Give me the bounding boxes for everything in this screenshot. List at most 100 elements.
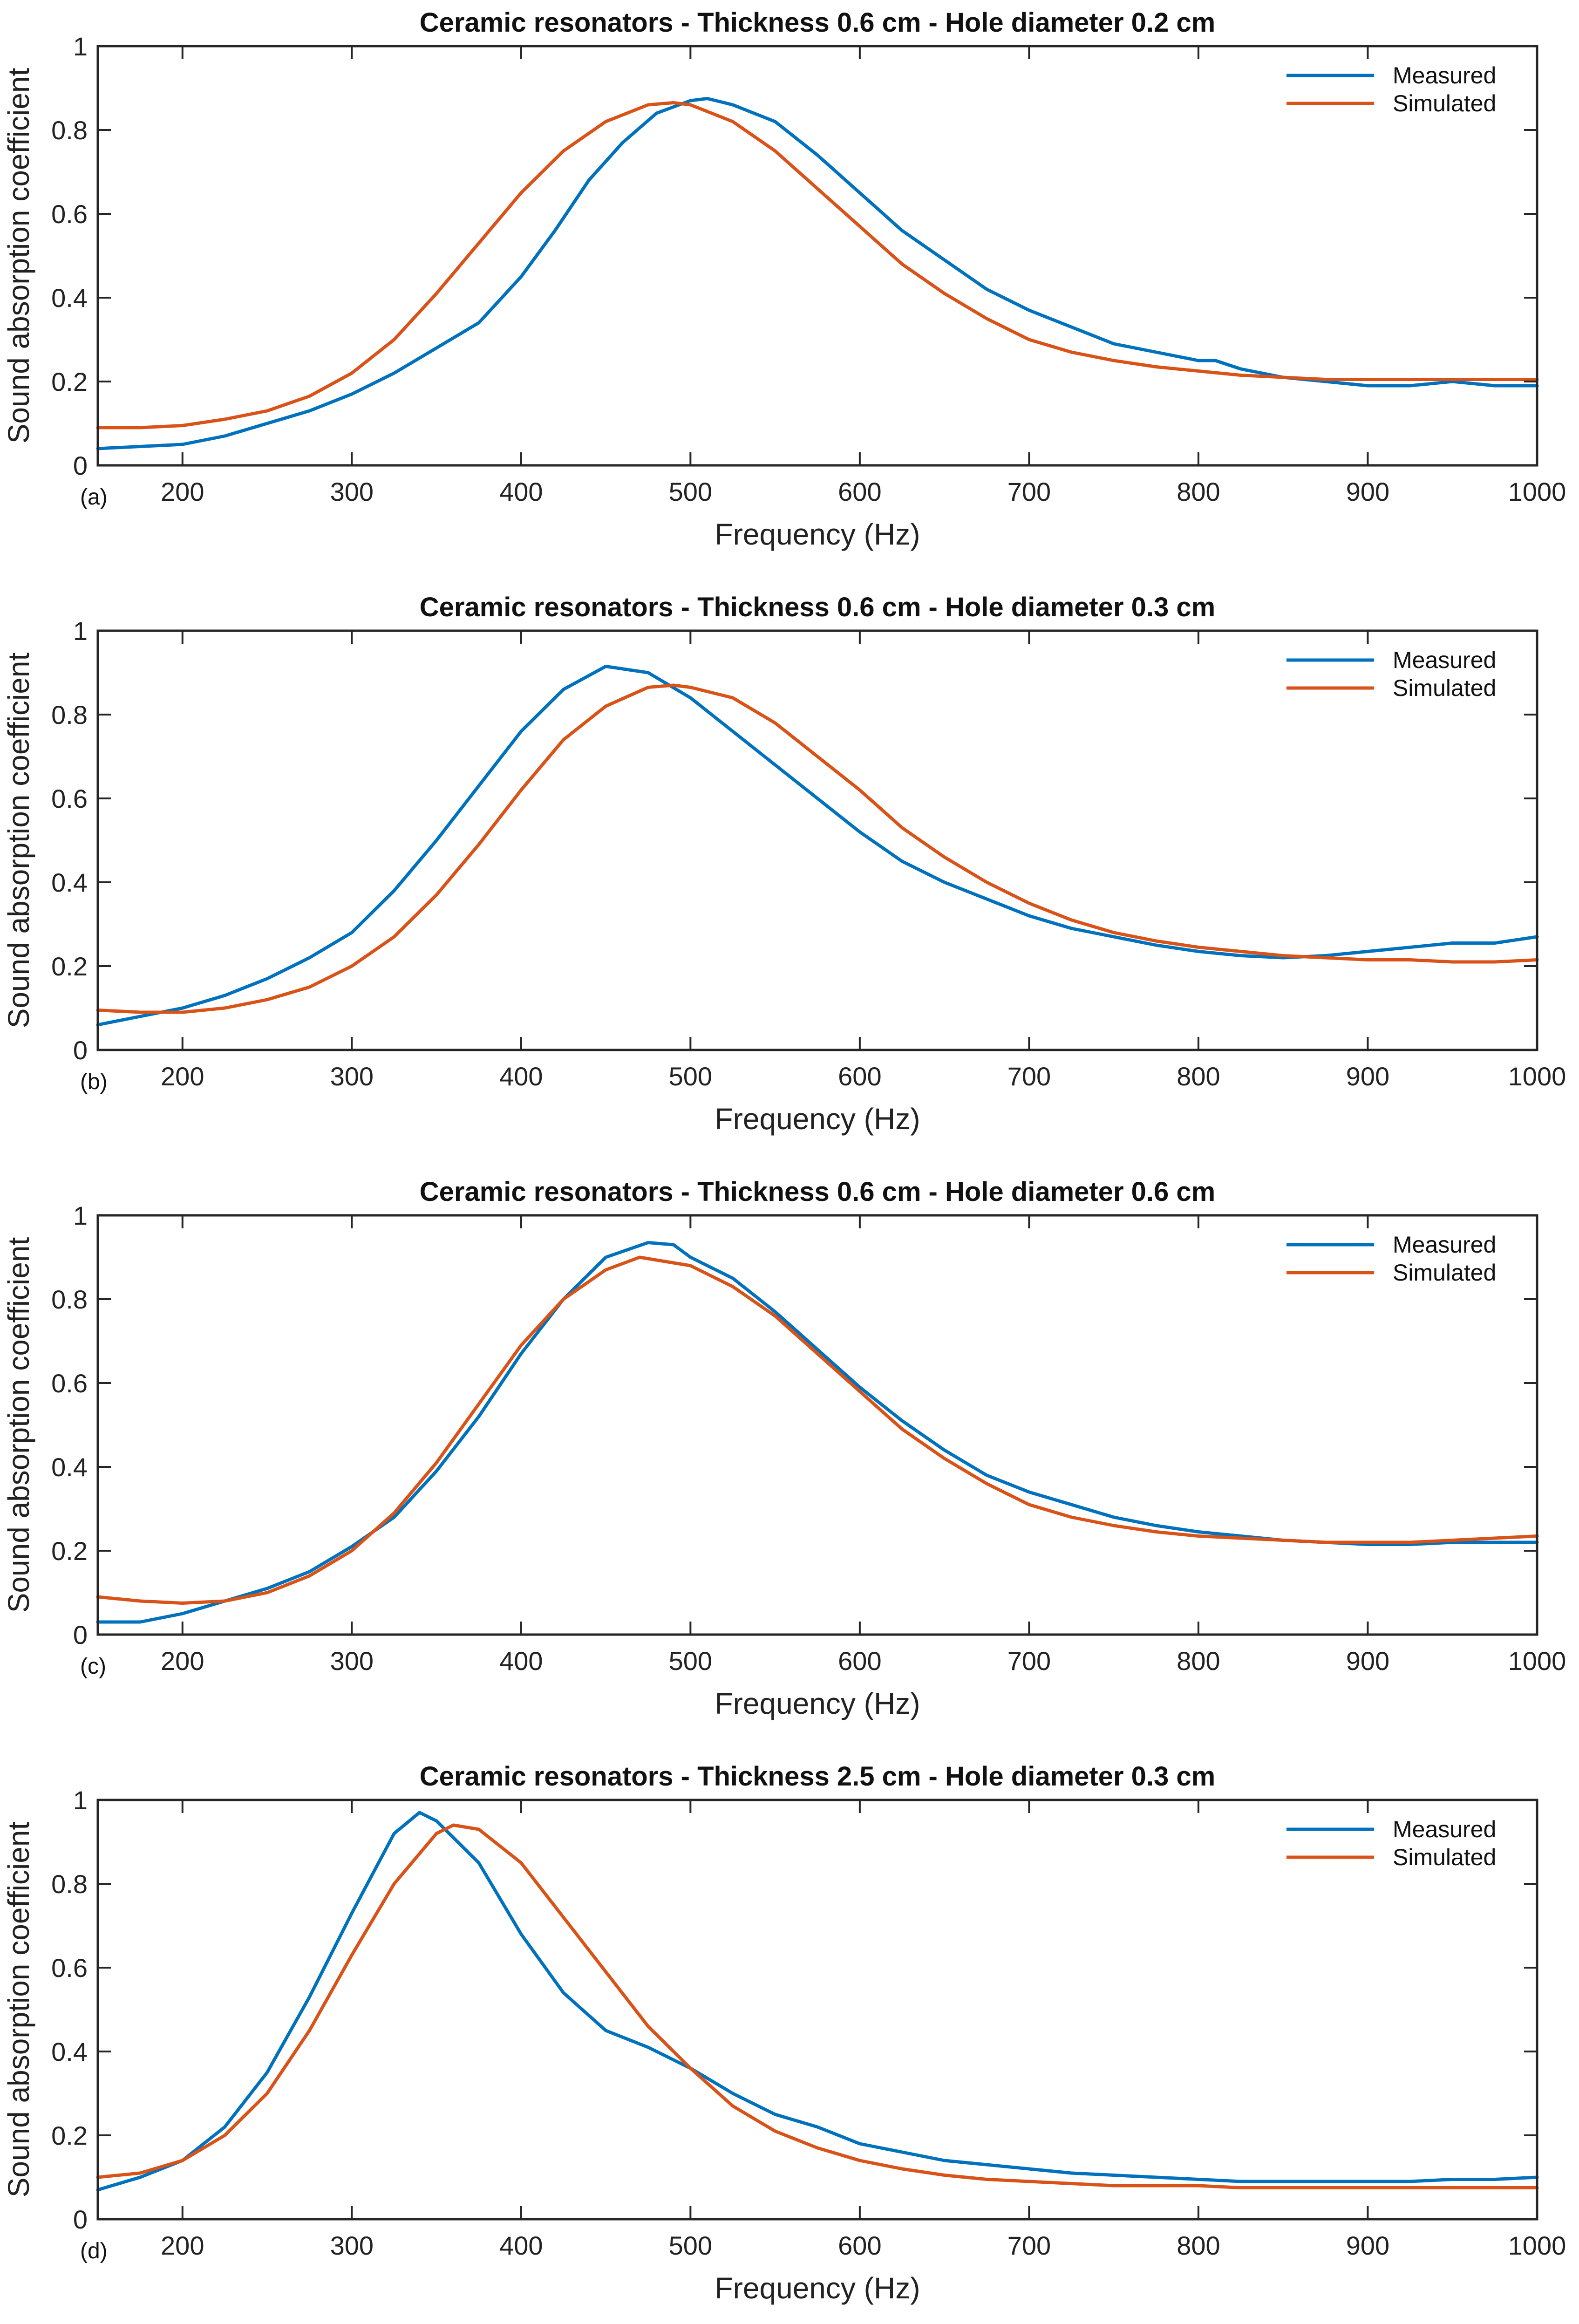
plot-frame: [96, 1214, 1538, 1636]
axis-ticks: [98, 630, 1538, 1051]
x-tick-label: 200: [161, 477, 204, 506]
panel-label: (b): [80, 1070, 108, 1094]
x-tick-label: 300: [330, 1062, 374, 1091]
y-axis-label: Sound absorption coefficient: [2, 1237, 35, 1613]
series-line-measured: [96, 1811, 1539, 2192]
y-tick-label: 0: [73, 1620, 88, 1649]
legend: Measured Simulated: [1286, 647, 1496, 701]
y-tick-label: 0.4: [51, 283, 88, 313]
legend-label-measured: Measured: [1393, 62, 1496, 89]
plot-frame: [96, 629, 1538, 1051]
y-axis-label: Sound absorption coefficient: [2, 68, 35, 444]
x-tick-label: 200: [161, 2231, 204, 2260]
x-axis-label: Frequency (Hz): [715, 518, 920, 551]
x-tick-label: 900: [1346, 477, 1389, 506]
x-tick-label: 400: [499, 477, 543, 506]
chart-title: Ceramic resonators - Thickness 2.5 cm - …: [420, 1761, 1216, 1792]
y-axis-label: Sound absorption coefficient: [2, 653, 35, 1029]
x-tick-label: 400: [499, 2231, 543, 2260]
x-tick-label: 700: [1007, 1062, 1051, 1091]
legend-label-simulated: Simulated: [1393, 1844, 1496, 1870]
x-axis-label: Frequency (Hz): [715, 1687, 920, 1720]
series-line-simulated: [96, 683, 1539, 1014]
y-tick-label: 0.2: [51, 2121, 88, 2150]
x-tick-label: 800: [1177, 477, 1220, 506]
x-tick-label: 1000: [1508, 477, 1566, 506]
x-tick-labels: 200 300 400 500 600 700 800 900 1000: [161, 1062, 1566, 1091]
x-tick-label: 300: [330, 2231, 374, 2260]
x-tick-labels: 200 300 400 500 600 700 800 900 1000: [161, 2231, 1566, 2260]
legend-label-simulated: Simulated: [1393, 675, 1496, 701]
series-line-simulated: [96, 1823, 1539, 2189]
chart-panel-a: Ceramic resonators - Thickness 0.6 cm - …: [2, 7, 1566, 551]
x-tick-label: 500: [669, 477, 712, 506]
legend-label-measured: Measured: [1393, 647, 1496, 673]
chart-title: Ceramic resonators - Thickness 0.6 cm - …: [420, 7, 1216, 38]
axis-ticks: [98, 45, 1538, 466]
y-tick-labels: 0 0.2 0.4 0.6 0.8 1: [51, 1201, 88, 1649]
y-tick-label: 0.4: [51, 2037, 88, 2066]
x-tick-label: 1000: [1508, 1062, 1566, 1091]
chart-series-area: [96, 97, 1539, 450]
chart-panel-b: Ceramic resonators - Thickness 0.6 cm - …: [2, 592, 1566, 1136]
x-axis-label: Frequency (Hz): [715, 1102, 920, 1136]
y-tick-label: 0.6: [51, 784, 88, 813]
chart-series-area: [96, 1241, 1539, 1624]
x-tick-label: 800: [1177, 1646, 1220, 1676]
y-tick-label: 0.8: [51, 1869, 88, 1899]
x-tick-label: 200: [161, 1646, 204, 1676]
x-tick-label: 600: [838, 477, 881, 506]
chart-title: Ceramic resonators - Thickness 0.6 cm - …: [420, 592, 1216, 622]
y-tick-label: 0.6: [51, 199, 88, 229]
y-tick-label: 1: [73, 32, 88, 61]
chart-title: Ceramic resonators - Thickness 0.6 cm - …: [420, 1177, 1216, 1207]
axis-ticks: [98, 1214, 1538, 1636]
y-tick-label: 0.6: [51, 1369, 88, 1398]
x-tick-label: 1000: [1508, 1646, 1566, 1676]
y-tick-label: 1: [73, 616, 88, 646]
x-tick-label: 300: [330, 477, 374, 506]
x-tick-labels: 200 300 400 500 600 700 800 900 1000: [161, 1646, 1566, 1676]
y-tick-labels: 0 0.2 0.4 0.6 0.8 1: [51, 616, 88, 1065]
x-tick-label: 500: [669, 2231, 712, 2260]
y-tick-label: 0.4: [51, 1452, 88, 1482]
chart-panel-d: Ceramic resonators - Thickness 2.5 cm - …: [2, 1761, 1566, 2305]
y-tick-label: 0.6: [51, 1953, 88, 1983]
y-tick-label: 0.8: [51, 700, 88, 729]
x-tick-label: 400: [499, 1062, 543, 1091]
x-tick-label: 600: [838, 1062, 881, 1091]
x-tick-label: 500: [669, 1062, 712, 1091]
x-tick-label: 900: [1346, 1646, 1389, 1676]
chart-series-area: [96, 665, 1539, 1027]
x-tick-label: 900: [1346, 2231, 1389, 2260]
y-tick-label: 0.2: [51, 367, 88, 396]
y-tick-label: 0.2: [51, 1536, 88, 1566]
y-tick-label: 0.8: [51, 116, 88, 145]
x-tick-label: 400: [499, 1646, 543, 1676]
x-tick-label: 600: [838, 1646, 881, 1676]
y-tick-label: 0.8: [51, 1285, 88, 1314]
x-tick-label: 600: [838, 2231, 881, 2260]
chart-panel-c: Ceramic resonators - Thickness 0.6 cm - …: [2, 1177, 1566, 1720]
x-tick-label: 700: [1007, 2231, 1051, 2260]
plot-frame: [96, 1799, 1538, 2221]
x-tick-label: 700: [1007, 477, 1051, 506]
legend-label-simulated: Simulated: [1393, 90, 1496, 116]
y-tick-label: 0: [73, 451, 88, 480]
x-tick-label: 800: [1177, 2231, 1220, 2260]
y-tick-label: 1: [73, 1201, 88, 1230]
x-tick-label: 200: [161, 1062, 204, 1091]
x-tick-label: 900: [1346, 1062, 1389, 1091]
chart-series-area: [96, 1811, 1539, 2192]
series-line-simulated: [96, 101, 1539, 429]
panel-label: (d): [80, 2239, 108, 2263]
x-tick-label: 1000: [1508, 2231, 1566, 2260]
x-axis-label: Frequency (Hz): [715, 2271, 920, 2305]
y-tick-label: 0: [73, 1036, 88, 1065]
series-line-simulated: [96, 1255, 1539, 1605]
legend: Measured Simulated: [1286, 62, 1496, 116]
y-tick-label: 0.2: [51, 952, 88, 981]
x-tick-labels: 200 300 400 500 600 700 800 900 1000: [161, 477, 1566, 506]
axis-ticks: [98, 1799, 1538, 2220]
